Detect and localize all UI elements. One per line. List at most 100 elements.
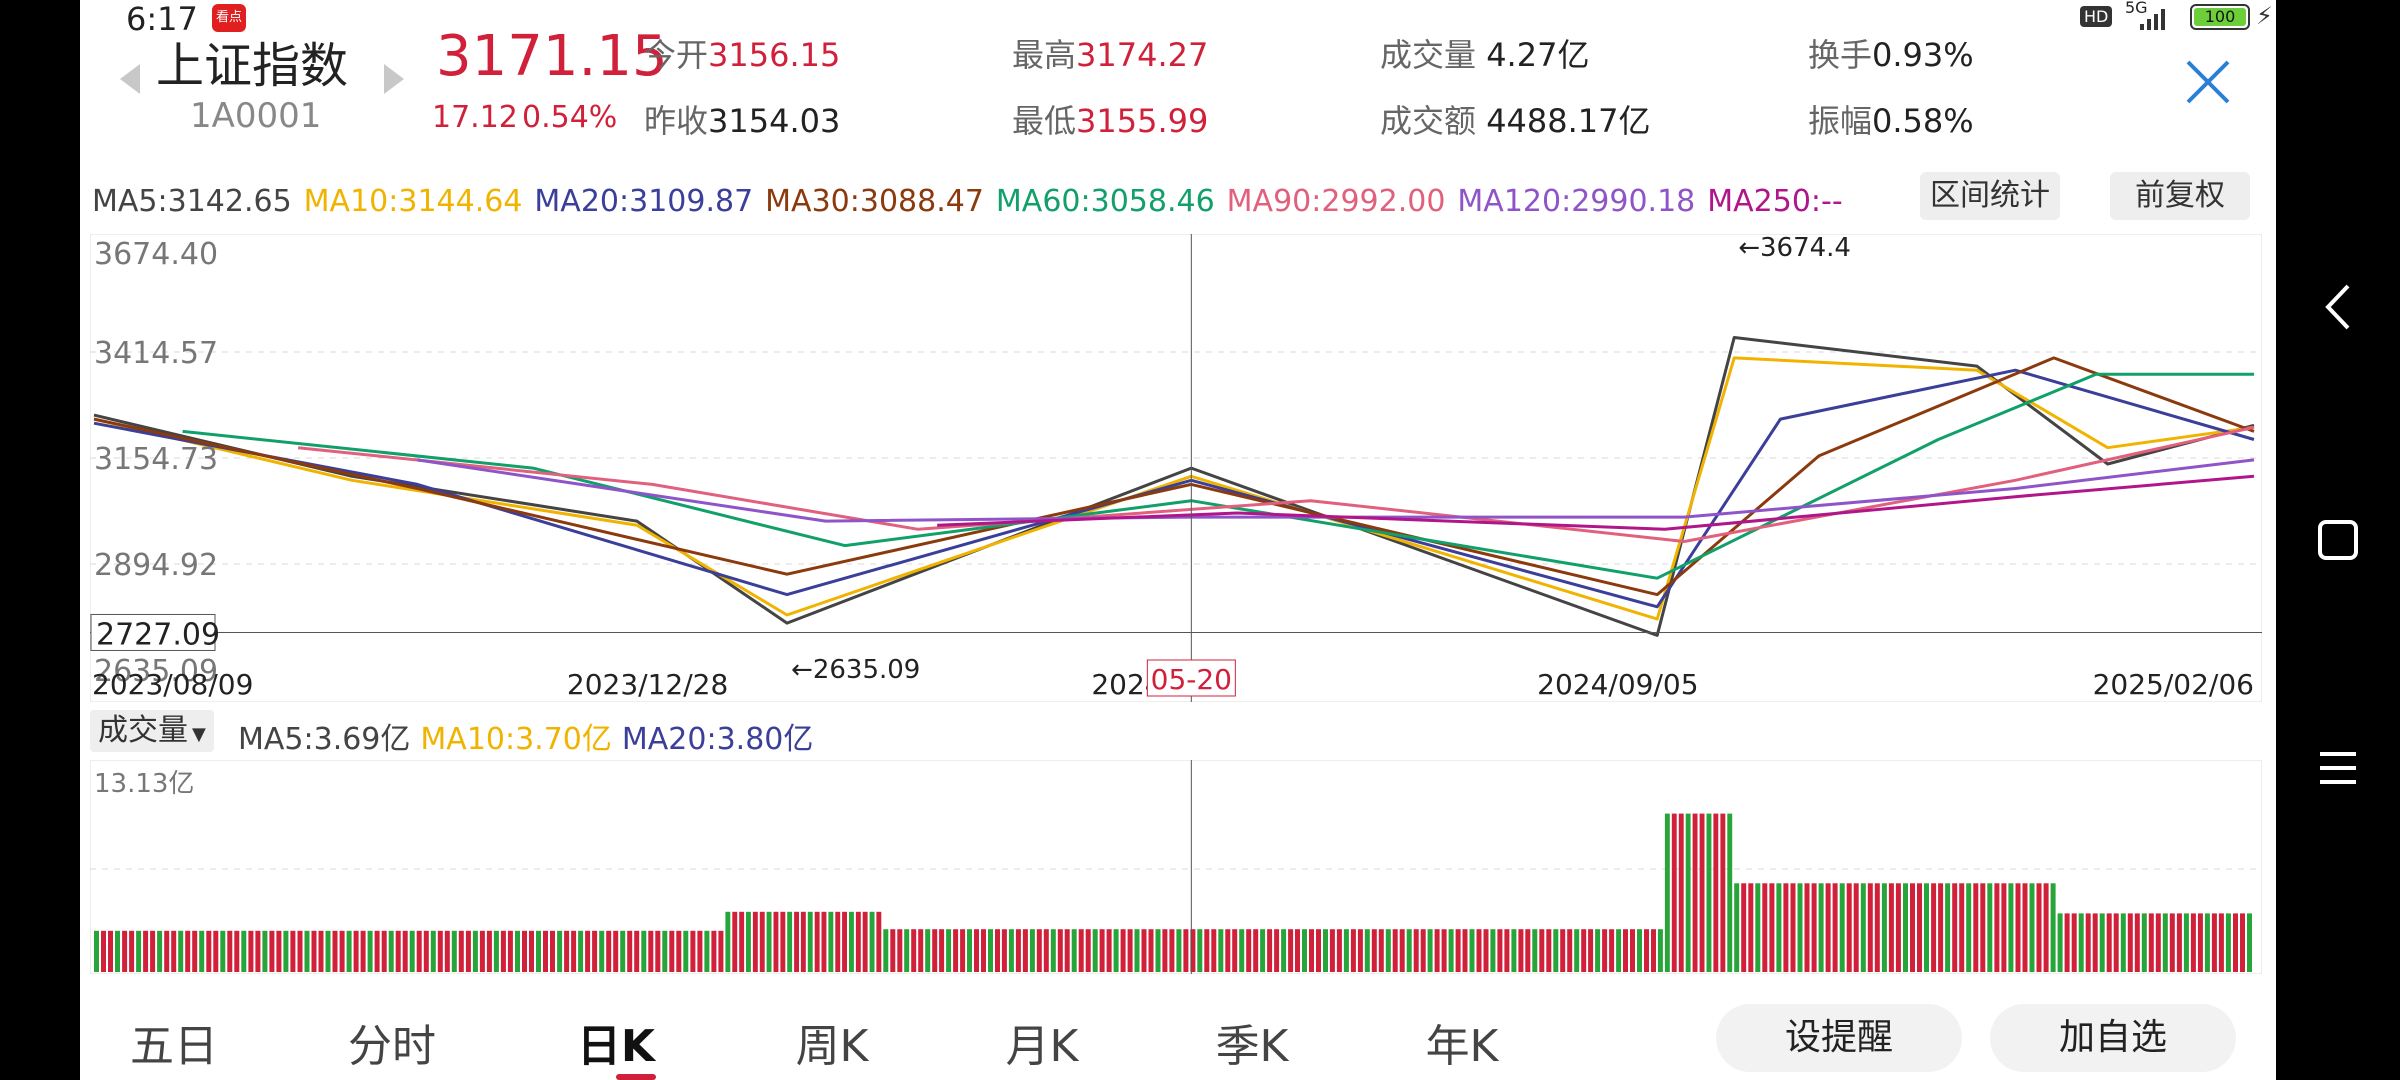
set-alert-button[interactable]: 设提醒 — [1716, 1004, 1962, 1072]
volume-bar — [1469, 929, 1475, 972]
volume-bar — [1762, 883, 1768, 972]
volume-bar — [2064, 913, 2070, 972]
volume-bar — [807, 911, 813, 972]
volume-bar — [1413, 929, 1419, 972]
home-nav-icon[interactable] — [2276, 518, 2400, 566]
volume-value: 4.27亿 — [1486, 36, 1590, 74]
volume-bar — [1106, 929, 1112, 972]
volume-bar — [897, 929, 903, 972]
volume-bar — [339, 930, 345, 972]
volume-bar — [1490, 929, 1496, 972]
adjust-mode-button[interactable]: 前复权 — [2110, 172, 2250, 220]
volume-bar — [178, 930, 184, 972]
volume-bar — [932, 929, 938, 972]
add-watchlist-button[interactable]: 加自选 — [1990, 1004, 2236, 1072]
volume-bar — [536, 930, 541, 972]
volume-bar — [1881, 883, 1887, 972]
tab-daily-k-active[interactable]: 日K — [576, 1021, 656, 1072]
volume-bar — [290, 930, 296, 972]
turnover-value: 0.93% — [1872, 36, 1974, 74]
crosshair-date-box — [1146, 659, 1236, 697]
volume-chart[interactable]: 13.13亿 — [90, 760, 2262, 974]
volume-bar — [1839, 883, 1845, 972]
volume-bar — [1664, 813, 1670, 972]
volume-bar — [571, 930, 577, 972]
volume-bar — [493, 930, 499, 972]
volume-bar — [1260, 929, 1266, 972]
volume-bar — [143, 930, 149, 972]
volume-bar — [1560, 929, 1566, 972]
app-badge-icon: 看点 — [212, 4, 246, 32]
volume-bar — [1602, 929, 1608, 972]
volume-bar — [129, 930, 135, 972]
close-icon[interactable] — [2184, 58, 2232, 110]
volume-bar — [1001, 929, 1007, 972]
volume-label: 成交量 — [1380, 36, 1477, 74]
crosshair-date-label: 05-20 — [1151, 663, 1232, 696]
volume-bar — [2148, 913, 2154, 972]
volume-bar — [2057, 913, 2063, 972]
back-nav-icon[interactable] — [2276, 282, 2400, 336]
volume-bar — [1616, 929, 1622, 972]
volume-bar — [855, 911, 861, 972]
menu-nav-icon[interactable] — [2276, 748, 2400, 792]
volume-bar — [613, 930, 619, 972]
volume-bar — [1350, 929, 1356, 972]
volume-indicator-select[interactable]: 成交量 ▼ — [90, 710, 214, 752]
prev-index-arrow-icon[interactable] — [118, 62, 142, 100]
volume-bar — [2127, 913, 2133, 972]
tab-period-5[interactable]: 季K — [1215, 1021, 1289, 1072]
volume-bar — [500, 930, 506, 972]
volume-bar — [711, 930, 717, 972]
volume-bar — [1931, 883, 1937, 972]
volume-bar — [1867, 883, 1873, 972]
volume-bar — [1316, 929, 1321, 972]
volume-bar — [1678, 813, 1684, 972]
volume-bar — [416, 930, 422, 972]
tab-period-6[interactable]: 年K — [1425, 1021, 1499, 1072]
volume-bar — [1783, 883, 1789, 972]
tab-period-0[interactable]: 五日 — [130, 1021, 218, 1072]
volume-bar — [297, 930, 303, 972]
volume-bar — [869, 911, 875, 972]
tab-period-1[interactable]: 分时 — [348, 1021, 436, 1072]
ma90-legend: MA90:2992.00 — [1226, 184, 1446, 219]
amplitude-stat: 振幅0.58% — [1808, 96, 1974, 142]
volume-bar — [1818, 883, 1824, 972]
next-index-arrow-icon[interactable] — [382, 62, 406, 100]
price-tick-label: 3414.57 — [94, 336, 218, 371]
volume-bar — [1525, 929, 1531, 972]
volume-bar — [697, 930, 703, 972]
volume-bar — [1148, 929, 1154, 972]
volume-bar — [1015, 929, 1021, 972]
volume-bar — [2134, 913, 2140, 972]
volume-bar — [1029, 929, 1035, 972]
volume-bar — [1092, 929, 1098, 972]
volume-bar — [1371, 929, 1377, 972]
volume-bar — [2036, 883, 2042, 972]
volume-bar — [529, 930, 534, 972]
volume-bar — [522, 930, 527, 972]
volume-bar — [1295, 929, 1300, 972]
ma30-legend: MA30:3088.47 — [765, 184, 984, 219]
volume-bar — [1994, 883, 2000, 972]
volume-bar — [1497, 929, 1503, 972]
volume-bar — [2022, 883, 2028, 972]
volume-bar — [1539, 929, 1545, 972]
ma5-legend: MA5:3142.65 — [92, 184, 292, 219]
tab-period-4[interactable]: 月K — [1005, 1021, 1079, 1072]
volume-bar — [255, 930, 261, 972]
volume-bar — [1853, 883, 1859, 972]
volume-bar — [1267, 929, 1273, 972]
price-chart[interactable]: 3674.403414.573154.732894.922635.092023/… — [90, 234, 2262, 702]
volume-bar — [2155, 913, 2161, 972]
volume-bar — [1462, 929, 1468, 972]
tab-period-3[interactable]: 周K — [795, 1021, 869, 1072]
volume-bar — [2240, 913, 2245, 972]
volume-bar — [1043, 929, 1049, 972]
range-stats-button[interactable]: 区间统计 — [1920, 172, 2060, 220]
volume-bar — [946, 929, 952, 972]
volume-bar — [1713, 813, 1719, 972]
volume-bar — [1162, 929, 1168, 972]
volume-bar — [550, 930, 555, 972]
